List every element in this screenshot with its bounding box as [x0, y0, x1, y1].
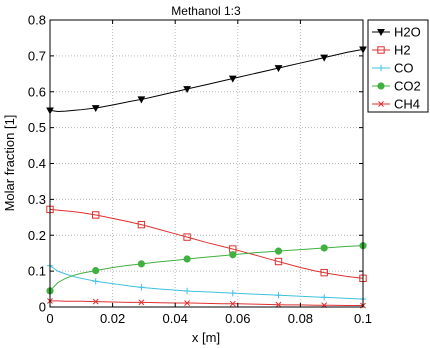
marker-co [229, 289, 236, 297]
marker-co [92, 278, 99, 285]
marker-h2 [91, 211, 100, 219]
x-axis-label: x [m] [192, 330, 220, 345]
marker-co [275, 292, 282, 299]
marker-ch4-b [92, 298, 99, 305]
marker-h2o [320, 54, 329, 62]
marker-ch4 [229, 300, 236, 307]
marker-co2 [274, 247, 283, 255]
legend-label-h2o: H2O [394, 25, 421, 40]
marker-ch4-b [275, 301, 282, 308]
marker-ch4 [184, 300, 191, 306]
legend-marker-h2 [377, 46, 385, 54]
legend-marker-ch4-b [378, 101, 384, 107]
marker-co [138, 284, 145, 291]
y-tick-label: 0.7 [28, 48, 46, 63]
marker-ch4 [275, 301, 282, 308]
series-lines [49, 48, 364, 307]
marker-h2o [228, 75, 237, 83]
marker-h2 [274, 257, 283, 266]
x-tick-label: 0.04 [163, 311, 188, 326]
legend-label-ch4: CH4 [394, 97, 420, 112]
marker-h2o [137, 96, 146, 104]
x-tick-label: 0.1 [354, 311, 372, 326]
marker-co2 [92, 267, 100, 275]
marker-co2 [320, 244, 328, 252]
marker-h2 [137, 220, 146, 229]
axis-tick-labels: 0 0.02 0.04 0.06 0.08 0.1 0 0.1 0.2 0.3 0.4 0.5 0.6 0… [28, 13, 372, 327]
legend-marker-co2 [377, 82, 385, 90]
legend: H2O H2 CO CO2 CH4 [367, 19, 429, 113]
y-tick-label: 0.5 [28, 120, 46, 135]
legend-box [367, 19, 429, 113]
marker-co2 [137, 260, 145, 268]
series-line-co [49, 265, 364, 300]
marker-ch4-b [138, 299, 145, 306]
marker-h2o [274, 65, 283, 73]
legend-label-h2: H2 [394, 43, 411, 58]
y-tick-label: 0.3 [28, 192, 46, 207]
marker-ch4 [138, 299, 145, 306]
axis-ticks [49, 19, 364, 308]
series-line-co2 [49, 245, 364, 292]
y-tick-label: 0.1 [28, 264, 46, 279]
x-tick-label: 0.06 [225, 311, 250, 326]
series-line-h2o [49, 48, 364, 112]
x-tick-label: 0 [46, 311, 53, 326]
y-tick-label: 0.8 [28, 13, 46, 28]
y-tick-label: 0.4 [28, 156, 46, 171]
marker-h2 [183, 233, 191, 241]
marker-ch4 [92, 298, 99, 305]
chart-title: Methanol 1:3 [171, 4, 241, 18]
marker-h2 [320, 268, 328, 277]
series-line-ch4 [50, 300, 363, 307]
grid [50, 20, 363, 307]
legend-label-co: CO [394, 61, 414, 76]
marker-co2 [183, 255, 191, 263]
x-tick-label: 0.08 [288, 311, 313, 326]
y-tick-label: 0 [39, 300, 46, 315]
legend-marker-h2o [377, 29, 385, 37]
legend-label-co2: CO2 [394, 79, 421, 94]
legend-marker-co [377, 64, 385, 72]
marker-co [183, 287, 191, 295]
marker-h2o [91, 105, 100, 113]
series-line-h2 [49, 208, 364, 279]
legend-marker-ch4 [378, 101, 384, 107]
marker-co [320, 294, 328, 301]
marker-h2o [183, 86, 191, 94]
y-axis-label: Molar fraction [1] [2, 115, 17, 212]
marker-co2 [229, 251, 237, 259]
y-tick-label: 0.6 [28, 84, 46, 99]
y-tick-label: 0.2 [28, 228, 46, 243]
marker-ch4-b [229, 300, 236, 307]
x-tick-label: 0.02 [100, 311, 125, 326]
marker-ch4-b [184, 300, 191, 306]
